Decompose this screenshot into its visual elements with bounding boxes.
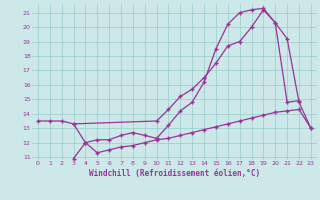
X-axis label: Windchill (Refroidissement éolien,°C): Windchill (Refroidissement éolien,°C) bbox=[89, 169, 260, 178]
